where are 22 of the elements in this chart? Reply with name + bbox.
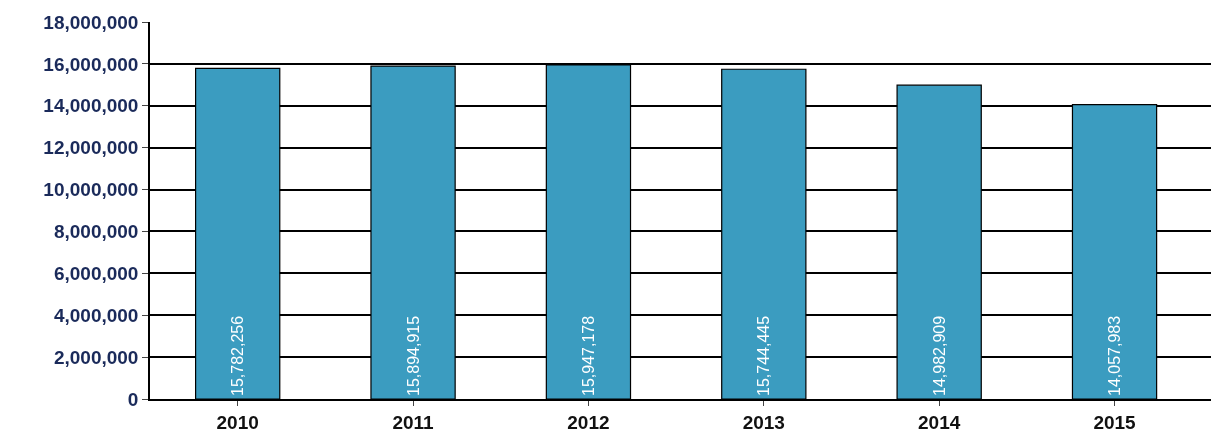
x-tick-label: 2015 — [1093, 411, 1137, 433]
y-tick-label: 12,000,000 — [43, 137, 139, 159]
x-tick-label: 2013 — [742, 411, 785, 433]
x-tick-label: 2011 — [392, 411, 435, 433]
y-tick-label: 0 — [127, 388, 139, 410]
data-label: 15,744,445 — [755, 315, 773, 396]
data-label: 14,982,909 — [930, 315, 948, 396]
x-tick-label: 2012 — [567, 411, 610, 433]
data-label: 15,782,256 — [229, 315, 247, 396]
y-tick-label: 6,000,000 — [53, 262, 139, 284]
y-tick-label: 14,000,000 — [43, 95, 139, 117]
data-label: 15,894,915 — [404, 315, 422, 396]
y-tick-label: 2,000,000 — [53, 346, 139, 368]
y-tick-label: 16,000,000 — [43, 53, 139, 75]
data-label: 15,947,178 — [579, 315, 597, 396]
y-tick-label: 4,000,000 — [53, 304, 139, 326]
x-tick-label: 2010 — [216, 411, 259, 433]
x-tick-label: 2014 — [918, 411, 961, 433]
y-tick-label: 8,000,000 — [53, 221, 139, 243]
y-tick-label: 10,000,000 — [43, 179, 139, 201]
y-tick-label: 18,000,000 — [43, 11, 139, 33]
data-label: 14,057,983 — [1106, 315, 1124, 396]
